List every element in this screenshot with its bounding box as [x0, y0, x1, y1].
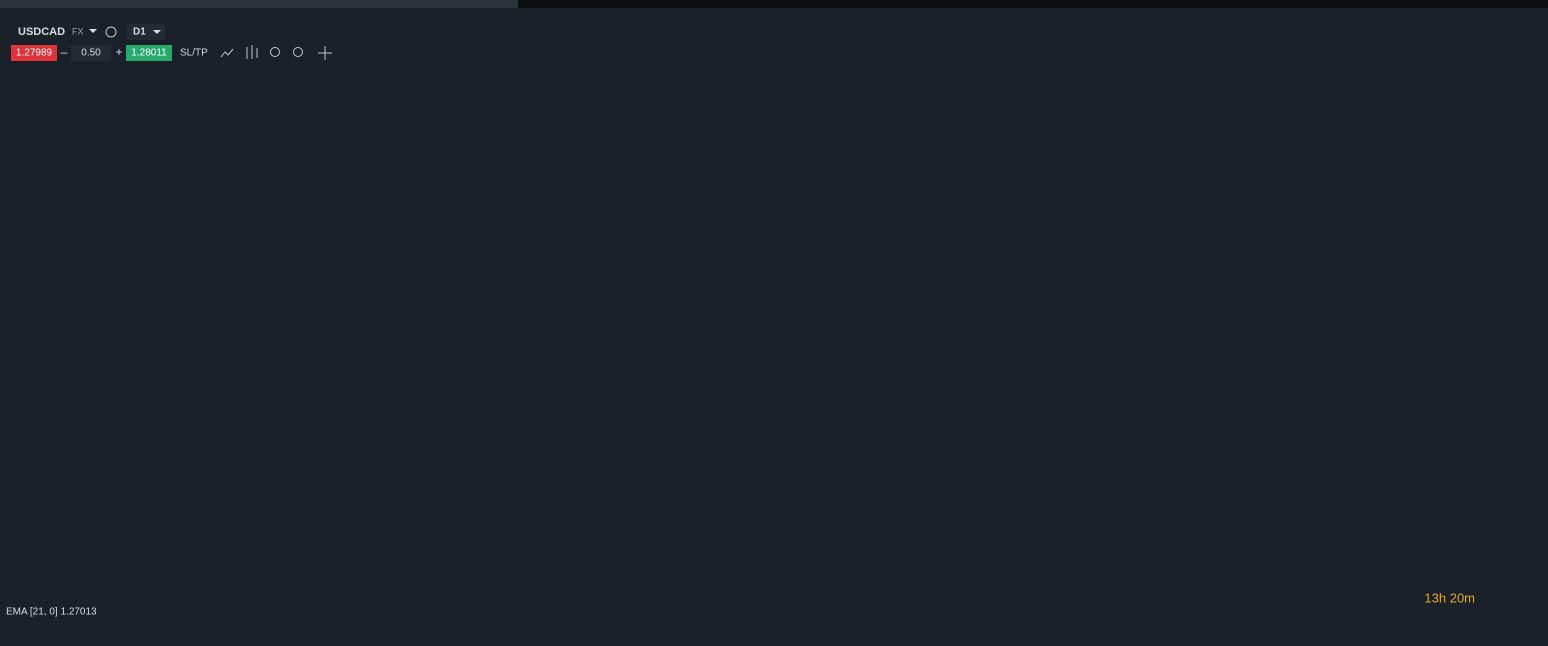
bid-box[interactable]: [11, 45, 57, 61]
sltp[interactable]: SL/TP: [180, 48, 208, 59]
ask[interactable]: 1.28011: [131, 48, 167, 59]
line-tool-icon[interactable]: [220, 48, 234, 58]
move-icon[interactable]: [318, 46, 332, 60]
top-strip: [518, 0, 1548, 8]
plus[interactable]: +: [115, 45, 122, 59]
symbol[interactable]: USDCAD: [18, 26, 65, 38]
minus[interactable]: –: [61, 45, 68, 59]
zoom-out-icon[interactable]: [270, 47, 280, 57]
top-tab-strip: [0, 0, 518, 8]
ask-box[interactable]: [126, 45, 172, 61]
dropdown-icon[interactable]: [153, 30, 161, 34]
spread-box: [71, 45, 111, 61]
dropdown-icon[interactable]: [89, 29, 97, 33]
indicator-label[interactable]: EMA [21, 0] 1.27013: [6, 607, 97, 618]
candle-tool-icon[interactable]: [246, 45, 258, 59]
countdown: 13h 20m: [1424, 590, 1475, 605]
market: FX: [72, 26, 84, 36]
spread[interactable]: 0.50: [81, 48, 101, 59]
info-icon[interactable]: [105, 26, 117, 38]
zoom-in-icon[interactable]: [293, 47, 303, 57]
bid[interactable]: 1.27989: [16, 48, 53, 59]
timeframe-box[interactable]: [127, 24, 165, 40]
timeframe[interactable]: D1: [133, 27, 146, 38]
